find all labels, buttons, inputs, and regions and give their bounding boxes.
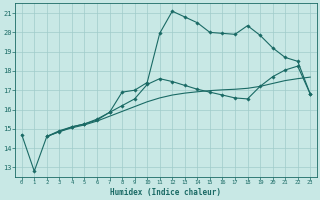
X-axis label: Humidex (Indice chaleur): Humidex (Indice chaleur): [110, 188, 221, 197]
